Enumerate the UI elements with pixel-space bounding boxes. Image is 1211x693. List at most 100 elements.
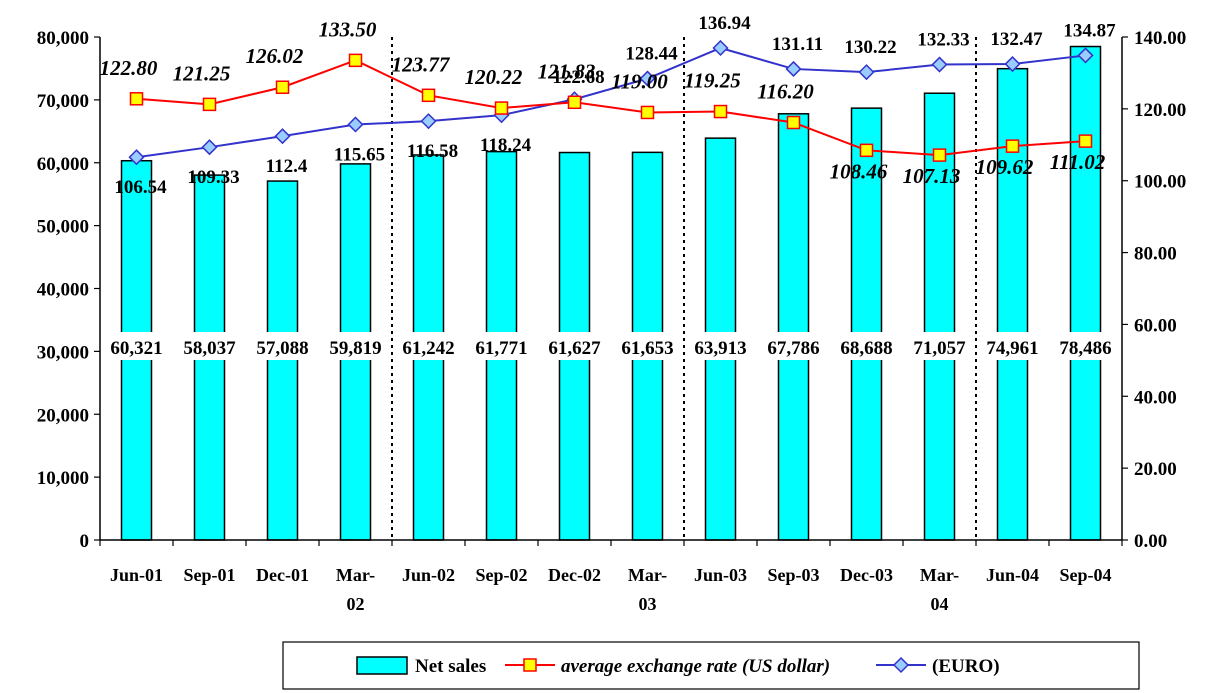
point-euro	[785, 60, 802, 78]
x-tick-label: Sep-04	[1059, 565, 1111, 585]
point-usd	[129, 92, 144, 106]
bar-net-sales	[923, 92, 956, 541]
point-euro	[1004, 55, 1021, 73]
euro-value-label: 134.87	[1063, 20, 1116, 41]
euro-value-label: 131.11	[772, 34, 823, 55]
usd-value-label: 108.46	[830, 159, 888, 183]
y-left-tick-label: 50,000	[37, 217, 89, 238]
usd-value-label: 126.02	[246, 44, 304, 68]
bar-value-label: 61,627	[548, 338, 601, 359]
x-tick-label: Sep-01	[183, 565, 235, 585]
bar-label-bg	[466, 332, 537, 360]
point-usd	[713, 104, 728, 119]
bar-net-sales	[996, 67, 1029, 541]
x-tick-label: 04	[931, 594, 949, 614]
bar-value-label: 60,321	[110, 338, 162, 359]
y-right-tick-label: 60.00	[1134, 315, 1177, 336]
usd-value-label: 123.77	[392, 52, 451, 76]
x-tick-label: Jun-01	[110, 565, 163, 585]
bar-label-bg	[174, 332, 245, 360]
bar-value-label: 59,819	[329, 338, 381, 359]
y-left-tick-label: 70,000	[37, 91, 89, 112]
euro-value-label: 130.22	[844, 37, 896, 58]
legend-marker-usd	[523, 658, 537, 672]
axes: 0 10,000 20,000 30,000 40,000 50,000 60,000 70,…	[37, 28, 1187, 614]
x-tick-label: Jun-03	[694, 565, 747, 585]
usd-value-label: 109.62	[976, 155, 1034, 179]
usd-value-label: 121.83	[538, 59, 596, 83]
point-euro	[1077, 47, 1094, 64]
usd-value-label: 120.22	[465, 65, 523, 89]
bar-label-bg	[320, 332, 391, 360]
point-euro	[639, 70, 656, 87]
euro-value-label: 115.65	[334, 144, 385, 165]
point-euro	[420, 113, 437, 130]
y-left-tick-label: 30,000	[37, 342, 89, 363]
bar-value-label: 74,961	[986, 338, 1038, 359]
bar-label-bg	[685, 332, 756, 360]
legend-label-net-sales: Net sales	[415, 656, 486, 677]
bar-value-label: 61,242	[402, 338, 454, 359]
bar-value-label: 63,913	[694, 338, 746, 359]
legend-swatch-net-sales	[356, 656, 408, 675]
euro-value-label: 132.33	[917, 30, 969, 51]
x-tick-label: 03	[639, 594, 657, 614]
y-right-tick-label: 120.00	[1134, 100, 1186, 121]
bar-label-bg	[539, 332, 610, 360]
bar-label-bg	[393, 332, 464, 360]
euro-value-label: 122.68	[552, 67, 604, 88]
y-left-tick-label: 60,000	[37, 154, 89, 175]
bar-net-sales	[266, 180, 299, 541]
bar-label-bg	[977, 332, 1048, 360]
point-usd	[494, 101, 509, 115]
point-euro	[128, 149, 145, 166]
legend-frame	[282, 641, 1140, 690]
point-usd	[932, 148, 947, 162]
bar-value-label: 78,486	[1059, 338, 1111, 359]
y-left-tick-label: 20,000	[37, 405, 89, 426]
usd-value-label: 111.02	[1050, 150, 1106, 174]
bar-net-sales	[777, 113, 810, 541]
point-usd	[786, 115, 801, 130]
usd-value-label: 122.80	[100, 56, 158, 80]
point-euro	[201, 139, 218, 156]
legend: Net sales average exchange rate (US doll…	[282, 641, 1140, 690]
bar-label-bg	[1050, 332, 1121, 360]
y-left-tick-label: 40,000	[37, 280, 89, 301]
usd-value-label: 107.13	[903, 164, 961, 188]
x-tick-label: Dec-01	[256, 565, 309, 585]
x-tick-label: Sep-03	[767, 565, 819, 585]
point-usd	[275, 80, 290, 94]
point-usd	[1005, 139, 1020, 153]
x-tick-label: Mar-	[336, 565, 375, 585]
point-euro	[274, 128, 291, 145]
y-right-tick-label: 140.00	[1134, 28, 1186, 49]
bar-value-label: 61,771	[475, 338, 527, 359]
euro-value-label: 132.47	[990, 29, 1043, 50]
lines-layer	[128, 39, 1094, 166]
point-usd	[1078, 134, 1093, 148]
bar-label-bg	[904, 332, 975, 360]
y-left-tick-label: 10,000	[37, 468, 89, 489]
bars-layer	[120, 45, 1102, 541]
x-tick-label: Jun-02	[402, 565, 455, 585]
x-tick-label: Dec-02	[548, 565, 601, 585]
legend-label-euro: (EURO)	[932, 656, 1000, 677]
legend-label-usd: average exchange rate (US dollar)	[561, 656, 830, 677]
euro-value-label: 106.54	[114, 177, 167, 198]
point-euro	[858, 64, 875, 81]
usd-value-label: 133.50	[319, 17, 377, 41]
x-tick-label: 02	[347, 594, 365, 614]
bar-label-bg	[247, 332, 318, 360]
usd-value-label: 119.25	[684, 69, 741, 93]
point-usd	[202, 97, 217, 112]
bar-value-label: 68,688	[840, 338, 892, 359]
bar-net-sales	[1069, 45, 1102, 541]
point-usd	[348, 53, 363, 68]
x-tick-label: Mar-	[920, 565, 959, 585]
bar-value-label: 67,786	[767, 338, 819, 359]
bar-value-label: 71,057	[913, 338, 966, 359]
x-tick-label: Jun-04	[986, 565, 1039, 585]
x-tick-label: Dec-03	[840, 565, 893, 585]
